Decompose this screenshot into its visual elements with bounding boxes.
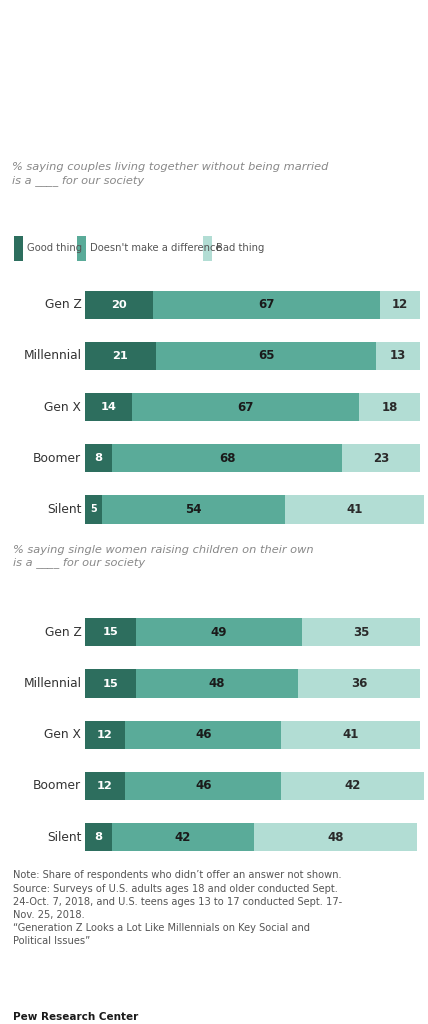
Bar — [203, 236, 212, 261]
Text: 41: 41 — [343, 728, 359, 741]
Text: Pew Research Center: Pew Research Center — [13, 1013, 138, 1022]
Text: 15: 15 — [102, 679, 118, 688]
Bar — [112, 444, 342, 472]
Text: 18: 18 — [382, 400, 398, 414]
Bar — [281, 772, 424, 800]
Bar — [102, 496, 285, 523]
Bar — [112, 823, 254, 851]
Text: 12: 12 — [392, 298, 408, 311]
Bar — [125, 721, 281, 749]
Bar — [136, 670, 298, 697]
Text: Boomer: Boomer — [33, 779, 81, 793]
Text: 8: 8 — [94, 833, 102, 842]
Bar — [152, 291, 380, 318]
Bar — [125, 772, 281, 800]
Text: 15: 15 — [102, 628, 118, 637]
Text: Boomer: Boomer — [33, 452, 81, 465]
Bar — [85, 291, 152, 318]
Bar — [302, 618, 420, 646]
Text: Silent: Silent — [47, 830, 81, 844]
Text: 42: 42 — [175, 830, 191, 844]
Text: 46: 46 — [195, 728, 211, 741]
Bar — [342, 444, 420, 472]
Text: 20: 20 — [111, 300, 127, 309]
Text: Good thing: Good thing — [27, 244, 82, 253]
Bar — [85, 496, 102, 523]
Bar — [156, 342, 376, 370]
Text: 35: 35 — [353, 626, 369, 639]
Text: 46: 46 — [195, 779, 211, 793]
Text: 68: 68 — [219, 452, 235, 465]
Text: Note: Share of respondents who didn’t offer an answer not shown.
Source: Surveys: Note: Share of respondents who didn’t of… — [13, 870, 342, 946]
Text: Gen Z: Gen Z — [45, 298, 81, 311]
Text: Doesn't make a difference: Doesn't make a difference — [90, 244, 222, 253]
Text: 67: 67 — [238, 400, 254, 414]
Text: 48: 48 — [327, 830, 344, 844]
Text: 14: 14 — [101, 402, 116, 412]
Text: 42: 42 — [345, 779, 361, 793]
Text: 41: 41 — [346, 503, 363, 516]
Bar — [85, 772, 125, 800]
Text: 65: 65 — [258, 349, 274, 362]
Bar — [85, 670, 136, 697]
Text: Gen Z: Gen Z — [45, 626, 81, 639]
Text: Gen X: Gen X — [45, 728, 81, 741]
Text: 36: 36 — [351, 677, 368, 690]
Bar — [77, 236, 86, 261]
Bar — [85, 618, 136, 646]
Text: % saying couples living together without being married
is a ____ for our society: % saying couples living together without… — [12, 162, 328, 185]
Text: 67: 67 — [258, 298, 274, 311]
Text: Bad thing: Bad thing — [216, 244, 265, 253]
Text: 8: 8 — [94, 454, 102, 463]
Text: 21: 21 — [113, 351, 128, 360]
Text: 54: 54 — [185, 503, 202, 516]
Text: 12: 12 — [97, 730, 113, 739]
Text: 49: 49 — [211, 626, 227, 639]
Bar — [360, 393, 420, 421]
Bar — [85, 721, 125, 749]
Bar — [85, 342, 156, 370]
Bar — [85, 823, 112, 851]
Bar — [136, 618, 302, 646]
Text: Millennial: Millennial — [23, 677, 81, 690]
Bar — [380, 291, 420, 318]
Text: 13: 13 — [390, 349, 407, 362]
Bar — [14, 236, 23, 261]
Bar — [281, 721, 420, 749]
Text: Silent: Silent — [47, 503, 81, 516]
Text: 23: 23 — [373, 452, 389, 465]
Bar — [376, 342, 420, 370]
Bar — [254, 823, 417, 851]
Text: 12: 12 — [97, 781, 113, 791]
Text: 48: 48 — [209, 677, 225, 690]
Text: % saying single women raising children on their own
is a ____ for our society: % saying single women raising children o… — [13, 545, 313, 568]
Text: Gen X: Gen X — [45, 400, 81, 414]
Text: 5: 5 — [90, 505, 97, 514]
Bar — [85, 393, 132, 421]
Bar — [285, 496, 424, 523]
Bar — [132, 393, 360, 421]
Text: Millennial: Millennial — [23, 349, 81, 362]
Bar — [85, 444, 112, 472]
Bar — [298, 670, 420, 697]
